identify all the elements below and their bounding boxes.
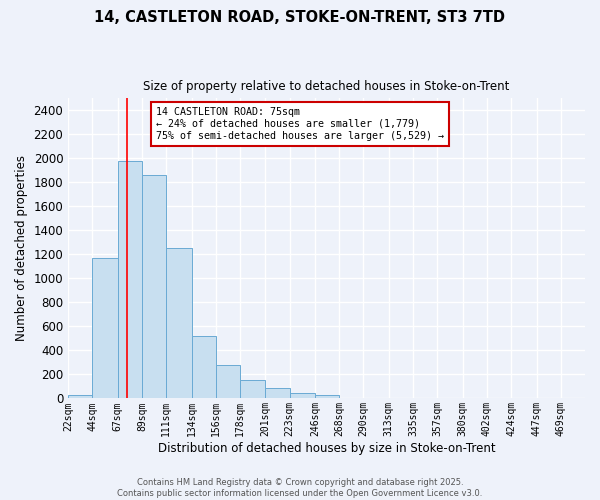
Bar <box>92 258 118 398</box>
Bar <box>142 175 166 398</box>
Bar <box>216 366 240 398</box>
Text: 14, CASTLETON ROAD, STOKE-ON-TRENT, ST3 7TD: 14, CASTLETON ROAD, STOKE-ON-TRENT, ST3 … <box>95 10 505 25</box>
X-axis label: Distribution of detached houses by size in Stoke-on-Trent: Distribution of detached houses by size … <box>158 442 496 455</box>
Text: Contains HM Land Registry data © Crown copyright and database right 2025.
Contai: Contains HM Land Registry data © Crown c… <box>118 478 482 498</box>
Y-axis label: Number of detached properties: Number of detached properties <box>15 156 28 342</box>
Title: Size of property relative to detached houses in Stoke-on-Trent: Size of property relative to detached ho… <box>143 80 510 93</box>
Text: 14 CASTLETON ROAD: 75sqm
← 24% of detached houses are smaller (1,779)
75% of sem: 14 CASTLETON ROAD: 75sqm ← 24% of detach… <box>156 108 444 140</box>
Bar <box>315 395 339 398</box>
Bar <box>265 388 290 398</box>
Bar <box>118 161 142 398</box>
Bar <box>240 380 265 398</box>
Bar <box>68 395 92 398</box>
Bar <box>191 336 216 398</box>
Bar <box>166 248 191 398</box>
Bar <box>290 393 315 398</box>
